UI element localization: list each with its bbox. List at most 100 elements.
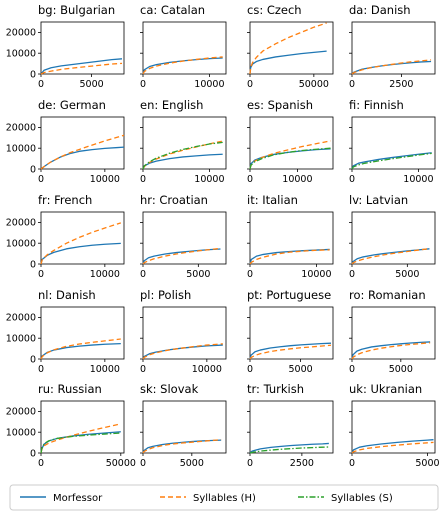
- y-tick-label: 20000: [6, 218, 36, 229]
- plot-frame: [249, 21, 334, 75]
- plot-frame: [351, 116, 436, 170]
- y-tick-label: 0: [30, 354, 36, 365]
- x-tick-label: 2500: [290, 458, 314, 469]
- panel-ro: ro: Romanian 0 5000: [349, 288, 436, 375]
- series-line-morfessor: [40, 342, 121, 360]
- panel-bg: bg: Bulgarian 0 10000 20000 0 5000: [6, 3, 125, 90]
- series-line-syllables-h: [142, 56, 223, 75]
- small-multiples-grid: bg: Bulgarian 0 10000 20000 0 5000 ca: Catalan…: [6, 3, 440, 469]
- plot-frame: [351, 400, 436, 454]
- legend-entry-syllables-s: Syllables (S): [298, 493, 393, 504]
- panel-title: ca: Catalan: [140, 3, 205, 17]
- y-tick-label: 0: [30, 164, 36, 175]
- y-tick-label: 10000: [6, 144, 36, 155]
- plot-frame: [40, 211, 125, 265]
- y-tick-label: 0: [30, 259, 36, 270]
- x-tick-label: 0: [140, 458, 146, 469]
- x-tick-label: 0: [140, 269, 146, 280]
- legend-label-syllables-h: Syllables (H): [193, 493, 256, 504]
- y-tick-label: 10000: [6, 239, 36, 250]
- panel-fr: fr: French 0 10000 20000 0 10000: [6, 193, 125, 280]
- x-tick-label: 10000: [403, 174, 433, 185]
- x-tick-label: 0: [247, 79, 253, 90]
- series-line-syllables-h: [142, 140, 223, 170]
- plot-frame: [40, 400, 125, 454]
- legend-label-syllables-s: Syllables (S): [331, 493, 393, 504]
- panel-cs: cs: Czech 0 50000: [247, 3, 334, 90]
- plot-frame: [40, 116, 125, 170]
- panel-lv: lv: Latvian 0 5000: [349, 193, 436, 280]
- y-tick-label: 10000: [6, 49, 36, 60]
- x-tick-label: 0: [38, 364, 44, 375]
- panel-title: fi: Finnish: [349, 98, 404, 112]
- panel-pt: pt: Portuguese 0 5000: [247, 288, 334, 375]
- panel-de: de: German 0 10000 20000 0 10000: [6, 98, 125, 185]
- plot-frame: [249, 116, 334, 170]
- series-line-syllables-h: [142, 439, 222, 454]
- x-tick-label: 5000: [289, 364, 313, 375]
- x-tick-label: 5000: [186, 269, 210, 280]
- x-tick-label: 0: [247, 269, 253, 280]
- panel-ca: ca: Catalan 0 10000: [140, 3, 227, 90]
- panel-title: pl: Polish: [140, 288, 191, 302]
- x-tick-label: 0: [349, 174, 355, 185]
- series-line-morfessor: [142, 248, 221, 265]
- panel-title: bg: Bulgarian: [38, 3, 115, 17]
- plot-frame: [249, 306, 334, 360]
- plot-frame: [142, 21, 227, 75]
- x-tick-label: 0: [38, 79, 44, 90]
- plot-frame: [142, 400, 227, 454]
- panel-uk: uk: Ukranian 0 5000: [349, 382, 440, 469]
- panel-title: es: Spanish: [247, 98, 313, 112]
- series-line-syllables-s: [351, 152, 432, 170]
- series-line-syllables-h: [249, 344, 332, 360]
- panel-ru: ru: Russian 0 10000 20000 0 50000: [6, 382, 136, 469]
- y-tick-label: 0: [30, 69, 36, 80]
- x-tick-label: 10000: [301, 269, 331, 280]
- legend-entry-syllables-h: Syllables (H): [160, 493, 256, 504]
- series-line-syllables-h: [249, 22, 327, 75]
- legend-label-morfessor: Morfessor: [53, 493, 103, 504]
- x-tick-label: 10000: [194, 79, 224, 90]
- x-tick-label: 0: [140, 174, 146, 185]
- panel-title: ru: Russian: [38, 382, 102, 396]
- plot-frame: [249, 211, 334, 265]
- panel-da: da: Danish 0 2500: [349, 3, 436, 90]
- panel-sk: sk: Slovak 0 5000: [140, 382, 227, 469]
- series-line-syllables-h: [351, 59, 432, 75]
- x-tick-label: 10000: [192, 364, 222, 375]
- panel-pl: pl: Polish 0 10000: [140, 288, 227, 375]
- panel-title: tr: Turkish: [247, 382, 304, 396]
- panel-tr: tr: Turkish 0 2500: [247, 382, 334, 469]
- series-line-syllables-h: [40, 134, 125, 170]
- series-line-morfessor: [351, 248, 430, 265]
- series-line-syllables-h: [142, 247, 221, 265]
- x-tick-label: 2500: [389, 79, 413, 90]
- plot-frame: [142, 306, 227, 360]
- series-line-morfessor: [351, 152, 432, 170]
- panel-es: es: Spanish 0 10000: [247, 98, 334, 185]
- panel-title: en: English: [140, 98, 203, 112]
- panel-title: hr: Croatian: [140, 193, 208, 207]
- plot-frame: [351, 211, 436, 265]
- panel-title: cs: Czech: [247, 3, 302, 17]
- y-tick-label: 20000: [6, 407, 36, 418]
- series-line-morfessor: [40, 58, 123, 75]
- panel-title: pt: Portuguese: [247, 288, 331, 302]
- x-tick-label: 5000: [180, 458, 204, 469]
- panel-fi: fi: Finnish 0 10000: [349, 98, 436, 185]
- x-tick-label: 0: [247, 458, 253, 469]
- y-tick-label: 20000: [6, 123, 36, 134]
- panel-title: sk: Slovak: [140, 382, 199, 396]
- y-tick-label: 20000: [6, 313, 36, 324]
- panel-it: it: Italian 0 10000: [247, 193, 334, 280]
- panel-title: it: Italian: [247, 193, 298, 207]
- panel-title: lv: Latvian: [349, 193, 408, 207]
- x-tick-label: 0: [38, 269, 44, 280]
- x-tick-label: 10000: [90, 364, 120, 375]
- legend-frame: [9, 484, 439, 511]
- x-tick-label: 0: [38, 174, 44, 185]
- x-tick-label: 10000: [90, 174, 120, 185]
- series-line-syllables-s: [249, 147, 331, 170]
- x-tick-label: 0: [247, 364, 253, 375]
